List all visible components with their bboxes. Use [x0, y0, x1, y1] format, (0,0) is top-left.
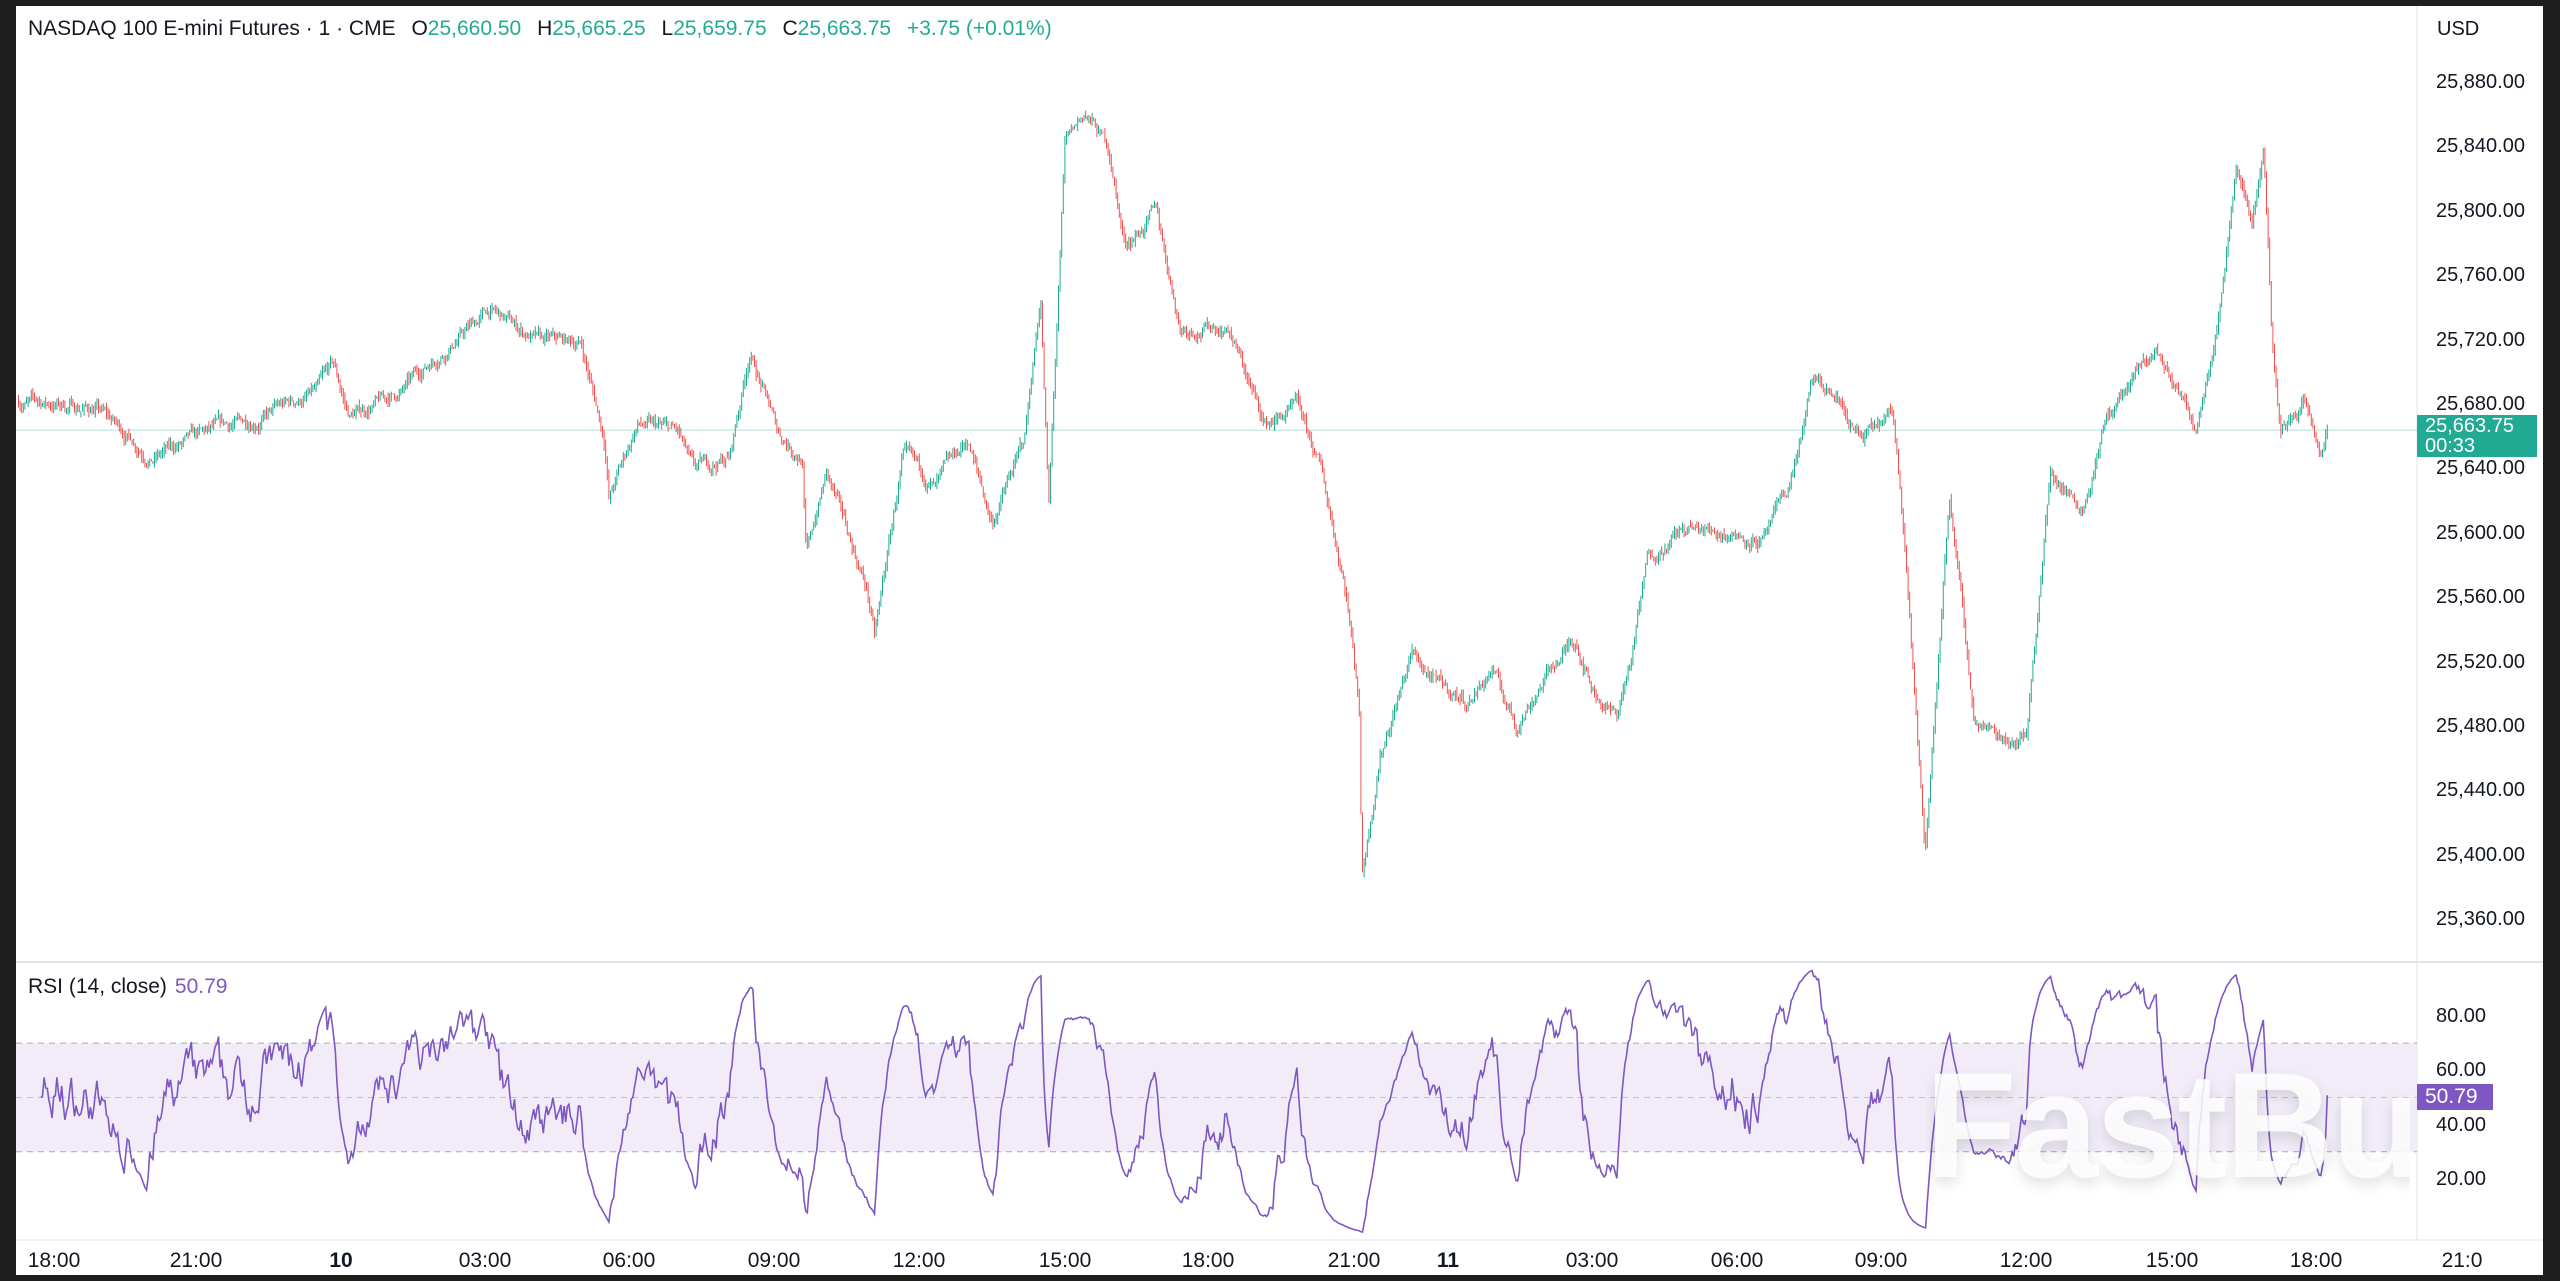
price-tick: 25,520.00 — [2436, 650, 2525, 673]
price-tick: 25,800.00 — [2436, 199, 2525, 222]
rsi-line — [40, 969, 2329, 1234]
time-tick: 06:00 — [602, 1249, 656, 1272]
rsi-tick: 20.00 — [2436, 1167, 2487, 1190]
rsi-tick: 80.00 — [2436, 1005, 2487, 1027]
time-tick: 03:00 — [458, 1249, 512, 1272]
change-value: +3.75 (+0.01%) — [906, 17, 1052, 40]
price-tick: 25,560.00 — [2436, 586, 2525, 609]
time-tick: 21:00 — [1327, 1249, 1381, 1272]
rsi-title: RSI (14, close) — [28, 975, 167, 998]
price-tick: 25,720.00 — [2436, 328, 2525, 351]
time-tick: 06:00 — [1710, 1249, 1764, 1272]
price-tick: 25,760.00 — [2436, 264, 2525, 287]
current-price: 25,663.75 — [2425, 415, 2514, 437]
time-tick: 18:00 — [1181, 1249, 1235, 1272]
time-tick: 03:00 — [1565, 1249, 1619, 1272]
price-tick: 25,640.00 — [2436, 457, 2525, 480]
price-tick: 25,480.00 — [2436, 715, 2525, 737]
rsi-tick: 60.00 — [2436, 1059, 2487, 1082]
time-tick: 21:0 — [2441, 1249, 2483, 1272]
time-tick: 15:00 — [1038, 1249, 1092, 1272]
current-price-label: 25,663.75 00:33 — [2417, 415, 2537, 457]
rsi-value-label: 50.79 — [2417, 1084, 2493, 1110]
low-value: 25,659.75 — [673, 17, 767, 40]
rsi-legend-value: 50.79 — [174, 975, 228, 998]
price-tick: 25,360.00 — [2436, 908, 2525, 931]
price-tick: 25,680.00 — [2436, 393, 2525, 415]
high-value: 25,665.25 — [552, 17, 646, 40]
rsi-tick: 40.00 — [2436, 1113, 2487, 1136]
time-tick: 10 — [329, 1249, 353, 1272]
open-value: 25,660.50 — [427, 17, 522, 40]
time-tick: 11 — [1436, 1249, 1460, 1272]
time-tick: 18:00 — [2289, 1249, 2343, 1272]
time-tick: 09:00 — [1854, 1249, 1908, 1272]
bar-countdown: 00:33 — [2425, 435, 2476, 457]
symbol-title: NASDAQ 100 E-mini Futures · 1 · CME — [28, 17, 396, 40]
time-tick: 12:00 — [1999, 1249, 2053, 1272]
price-tick: 25,600.00 — [2436, 521, 2525, 544]
time-tick: 12:00 — [892, 1249, 946, 1272]
currency-label[interactable]: USD — [2437, 18, 2480, 40]
rsi-legend[interactable]: RSI (14, close) 50.79 — [28, 975, 227, 999]
rsi-pane — [40, 969, 2329, 1234]
time-tick: 09:00 — [747, 1249, 801, 1272]
time-tick: 18:00 — [27, 1249, 81, 1272]
price-tick: 25,400.00 — [2436, 843, 2525, 866]
price-tick: 25,840.00 — [2436, 135, 2525, 158]
price-tick: 25,880.00 — [2436, 71, 2525, 93]
time-tick: 15:00 — [2145, 1249, 2199, 1272]
time-tick: 21:00 — [169, 1249, 223, 1272]
price-tick: 25,440.00 — [2436, 779, 2525, 802]
close-value: 25,663.75 — [797, 17, 892, 40]
candles — [18, 110, 2328, 878]
symbol-legend[interactable]: NASDAQ 100 E-mini Futures · 1 · CME O25,… — [28, 17, 1052, 40]
